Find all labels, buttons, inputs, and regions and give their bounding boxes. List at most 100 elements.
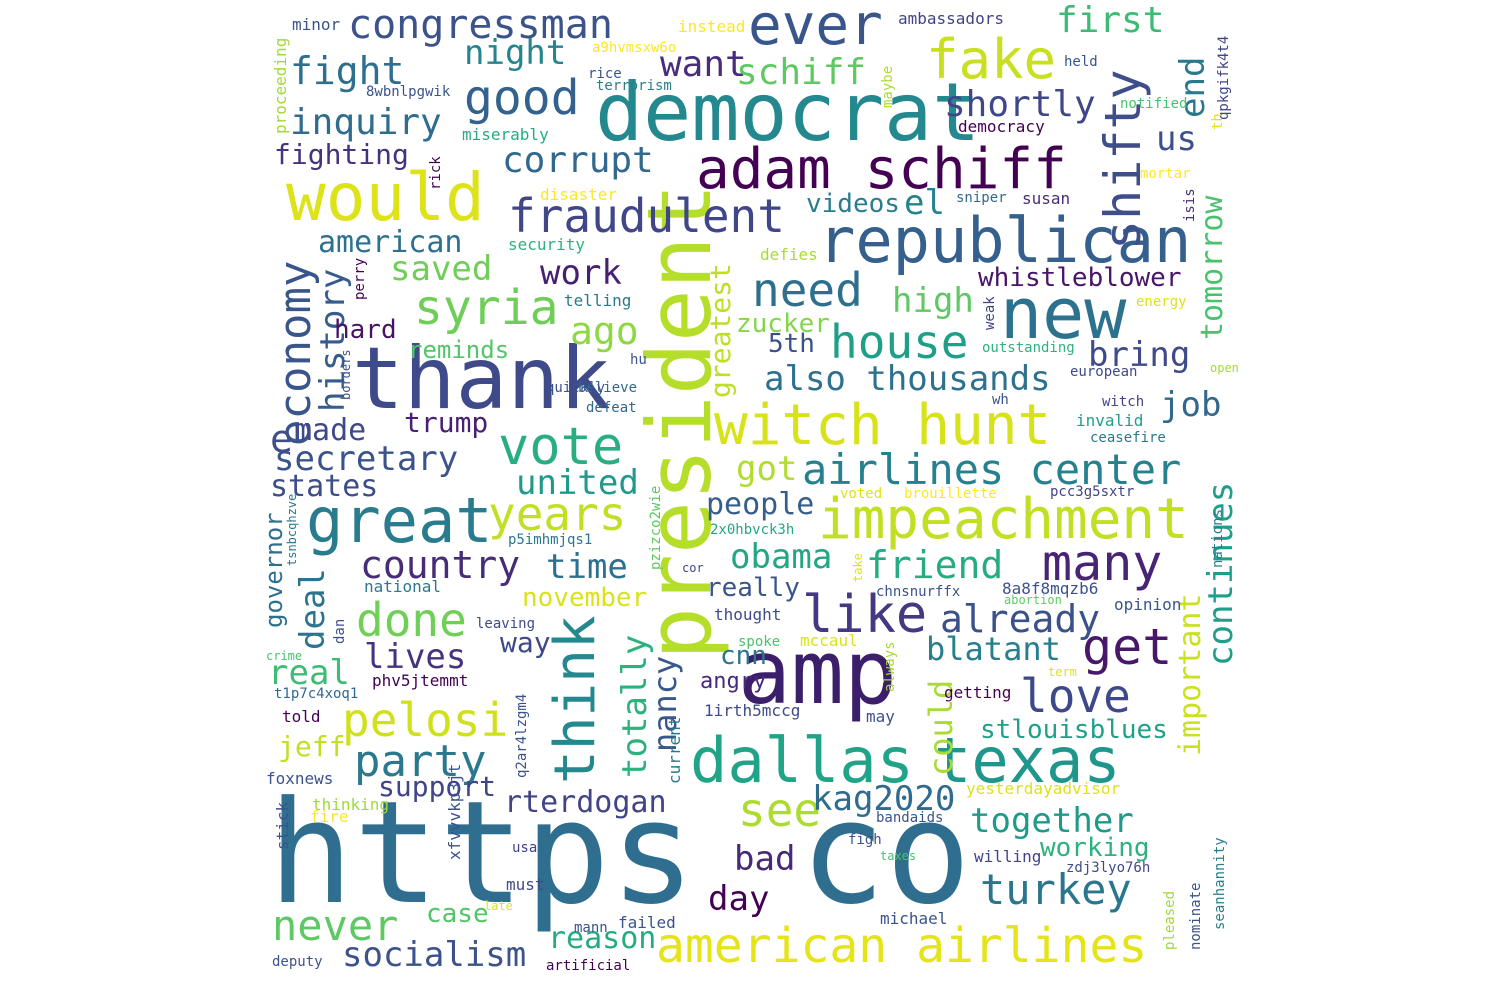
word-first: first <box>1056 0 1164 41</box>
word-videos: videos <box>806 189 900 219</box>
small-word: instead <box>678 17 745 36</box>
small-word: perry <box>352 258 368 300</box>
word-kag2020: kag2020 <box>812 779 955 819</box>
small-word: borders <box>339 349 353 400</box>
word-important: important <box>1173 593 1208 756</box>
word-history: history <box>313 269 353 412</box>
word-shifty: shifty <box>1094 69 1152 250</box>
word-good: good <box>464 70 580 126</box>
word-never: never <box>272 901 398 950</box>
small-word: a9hvmsxw6o <box>592 40 676 56</box>
word-el: el <box>904 183 945 223</box>
word-secretary: secretary <box>274 439 458 479</box>
word-corrupt: corrupt <box>502 140 654 181</box>
small-word: 2x0hbvck3h <box>710 522 794 538</box>
word-great: great <box>306 484 493 557</box>
word-us: us <box>1156 119 1197 159</box>
small-word: opinion <box>1114 595 1181 614</box>
small-word: may <box>866 707 895 726</box>
small-word: getting <box>944 683 1011 702</box>
small-word: miserably <box>462 125 549 144</box>
small-word: minor <box>292 15 341 34</box>
small-word: always <box>882 641 898 692</box>
word-co: co <box>800 771 971 936</box>
word-deal: deal <box>293 568 333 650</box>
word-states: states <box>270 469 378 504</box>
word-greatest: greatest <box>704 263 737 398</box>
word-5th: 5th <box>768 329 815 359</box>
small-word: told <box>282 707 321 726</box>
word-blatant: blatant <box>926 630 1061 668</box>
word-congressman: congressman <box>348 2 613 48</box>
small-word: european <box>1070 364 1137 380</box>
small-word: proceeding <box>271 38 290 134</box>
small-word: thought <box>714 605 781 624</box>
word-need: need <box>752 263 863 317</box>
small-word: deputy <box>272 954 323 970</box>
word-country: country <box>360 543 520 587</box>
small-word: willing <box>974 847 1041 866</box>
small-word: spoke <box>738 634 780 650</box>
word-high: high <box>892 281 974 321</box>
word-continues: continues <box>1201 482 1241 666</box>
word-syria: syria <box>414 280 559 336</box>
word-shortly: shortly <box>944 84 1096 125</box>
word-together: together <box>970 801 1134 841</box>
small-word: taxes <box>880 849 916 863</box>
word-jeff: jeff <box>278 730 345 763</box>
small-word: current <box>665 717 684 784</box>
small-word: dan <box>332 619 348 644</box>
word-way: way <box>500 626 551 659</box>
small-word: energy <box>1136 294 1187 310</box>
word-socialism: socialism <box>342 935 526 975</box>
small-word: tsnbcqhzve <box>285 494 299 566</box>
word-cnn: cnn <box>720 641 767 671</box>
small-word: take <box>851 553 865 582</box>
word-fake: fake <box>926 28 1056 91</box>
word-day: day <box>708 879 769 919</box>
word-governor: governor <box>260 512 288 628</box>
word-done: done <box>356 593 467 647</box>
word-rterdogan: rterdogan <box>504 785 667 820</box>
word-economy: economy <box>270 261 321 446</box>
small-word: stick <box>273 801 292 850</box>
word-ago: ago <box>570 309 639 353</box>
word-want: want <box>660 44 747 85</box>
word-work: work <box>540 253 622 293</box>
word-time: time <box>546 547 628 587</box>
small-word: q2ar4lzgm4 <box>514 694 530 778</box>
word-house: house <box>830 315 968 369</box>
small-word: 8wbnlpgwik <box>366 84 451 100</box>
word-united: united <box>516 463 639 503</box>
small-word: national <box>364 577 441 596</box>
word-bad: bad <box>734 839 795 879</box>
word-really: really <box>706 573 800 603</box>
word-get: get <box>1082 618 1172 676</box>
word-night: night <box>464 33 566 73</box>
small-word: notified <box>1120 96 1187 112</box>
small-word: quickly <box>546 380 605 396</box>
word-people: people <box>706 487 814 522</box>
word-turkey: turkey <box>980 865 1132 914</box>
small-word: p5imhmjqs1 <box>508 532 592 548</box>
small-word: hu <box>630 352 647 368</box>
small-word: believe <box>578 380 637 396</box>
word-fighting: fighting <box>274 138 409 171</box>
small-word: leaving <box>476 616 535 632</box>
word-democrat: democrat <box>595 66 980 159</box>
word-friend: friend <box>866 543 1003 587</box>
word-like: like <box>802 585 927 645</box>
small-word: pleased <box>1162 891 1178 950</box>
word-adam-schiff: adam schiff <box>696 137 1067 202</box>
word-angry: angry <box>700 669 766 694</box>
word-got: got <box>736 449 797 489</box>
small-word: witch <box>1102 394 1144 410</box>
word-see: see <box>738 783 821 837</box>
small-word: brouillette <box>904 486 997 502</box>
word-many: many <box>1042 534 1162 592</box>
small-word: zdj3lyo76h <box>1066 860 1150 876</box>
word-pelosi: pelosi <box>342 693 508 747</box>
word-thank: thank <box>352 329 611 429</box>
word-texas: texas <box>934 724 1121 797</box>
small-word: sniper <box>956 190 1007 206</box>
